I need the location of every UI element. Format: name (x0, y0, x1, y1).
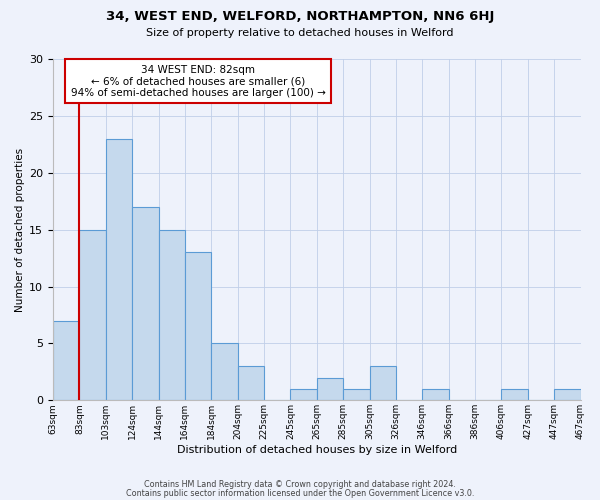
Bar (53, 320, 79, 400)
Text: 34, WEST END, WELFORD, NORTHAMPTON, NN6 6HJ: 34, WEST END, WELFORD, NORTHAMPTON, NN6 … (106, 10, 494, 23)
Bar (185, 252, 211, 400)
Bar (79, 230, 106, 400)
Bar (343, 389, 370, 400)
Text: Contains public sector information licensed under the Open Government Licence v3: Contains public sector information licen… (126, 489, 474, 498)
X-axis label: Distribution of detached houses by size in Welford: Distribution of detached houses by size … (176, 445, 457, 455)
Bar (158, 230, 185, 400)
Text: Contains HM Land Registry data © Crown copyright and database right 2024.: Contains HM Land Registry data © Crown c… (144, 480, 456, 489)
Bar (238, 366, 264, 400)
Bar (370, 366, 396, 400)
Bar (422, 389, 449, 400)
Text: Size of property relative to detached houses in Welford: Size of property relative to detached ho… (146, 28, 454, 38)
Bar (502, 389, 528, 400)
Bar (106, 138, 132, 400)
Bar (317, 378, 343, 400)
Y-axis label: Number of detached properties: Number of detached properties (15, 148, 25, 312)
Text: 34 WEST END: 82sqm
← 6% of detached houses are smaller (6)
94% of semi-detached : 34 WEST END: 82sqm ← 6% of detached hous… (71, 64, 326, 98)
Bar (554, 389, 581, 400)
Bar (132, 207, 158, 400)
Bar (211, 344, 238, 400)
Bar (290, 389, 317, 400)
